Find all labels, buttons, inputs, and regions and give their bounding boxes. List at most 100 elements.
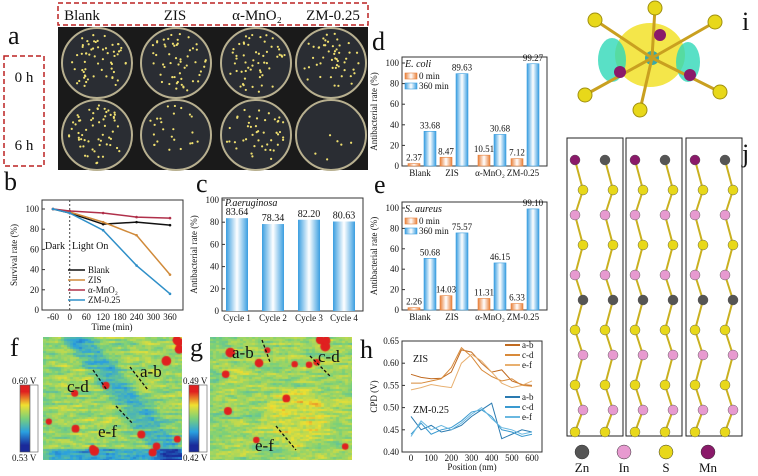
legend-label-s: S	[662, 460, 669, 475]
e-plot-frame	[401, 201, 548, 311]
h-xtick-label: 0	[409, 453, 414, 463]
colony	[100, 68, 103, 71]
b-ytick-label: 40	[30, 265, 40, 275]
colony	[333, 50, 337, 53]
colony	[312, 45, 315, 48]
colony	[252, 59, 255, 62]
mn-atom	[629, 154, 641, 166]
colony	[271, 85, 274, 88]
colony	[246, 125, 250, 128]
colony	[83, 154, 87, 157]
colony	[77, 138, 81, 141]
colony	[259, 36, 262, 39]
colony	[96, 107, 99, 110]
s-atom	[667, 184, 679, 196]
colony	[97, 138, 100, 141]
d-xtick-label: ZIS	[445, 168, 459, 178]
e-bar	[510, 303, 524, 311]
colony	[83, 139, 86, 142]
h-ytick-label: 0.60	[383, 358, 399, 368]
colony	[164, 45, 167, 48]
colony	[191, 80, 195, 83]
zn-atom	[607, 294, 619, 306]
s-atom	[719, 379, 731, 391]
colony	[333, 32, 336, 35]
colony	[170, 135, 173, 138]
colony	[92, 75, 95, 78]
zn-atom	[599, 154, 611, 166]
d-bar	[423, 131, 437, 167]
c-ylabel: Antibacterial rate (%)	[189, 215, 199, 293]
unit-cell	[566, 137, 624, 437]
b-point	[135, 215, 138, 219]
colony	[240, 70, 243, 73]
colony	[97, 104, 101, 107]
b-xtick-label: 360	[163, 312, 177, 322]
e-bar	[423, 258, 437, 311]
colony	[251, 155, 254, 158]
s-atom	[599, 379, 611, 391]
d-title: E. coli	[404, 59, 431, 70]
e-value-label: 50.68	[420, 247, 441, 257]
s-atom	[569, 379, 581, 391]
b-ytick-label: 100	[26, 204, 40, 214]
colony	[248, 37, 251, 40]
b-xtick-label: -60	[47, 312, 59, 322]
colony	[322, 56, 325, 59]
e-value-label: 46.15	[490, 252, 511, 262]
colony	[247, 43, 250, 46]
d-bar	[407, 163, 421, 167]
colony	[86, 39, 89, 43]
s-atom	[587, 12, 603, 28]
panel-label-i: i	[742, 7, 749, 36]
h-series-line	[410, 402, 533, 440]
colony	[232, 48, 235, 51]
colony	[93, 150, 96, 153]
colony	[251, 64, 254, 67]
colony	[101, 155, 105, 158]
h-xtick-label: 400	[485, 453, 499, 463]
colony	[257, 61, 260, 65]
b-xlabel: Time (min)	[92, 322, 133, 332]
c-ytick-label: 40	[210, 262, 220, 272]
colony	[88, 108, 91, 111]
colony	[77, 115, 80, 119]
colony	[276, 45, 279, 48]
zn-atom	[727, 294, 739, 306]
in-atom	[697, 404, 709, 416]
chart-s-aureus: 0 20 40 60 80 100 Antibacterial rate (%) S. aur…	[369, 198, 548, 322]
c-bar	[262, 224, 284, 311]
colony	[162, 38, 165, 41]
crystal-structure	[566, 137, 743, 438]
colony	[179, 147, 182, 151]
colony	[103, 34, 106, 38]
colony	[101, 48, 105, 51]
in-atom	[659, 269, 671, 281]
colony	[93, 55, 96, 58]
label-g-ef: e-f	[255, 436, 274, 455]
b-point	[135, 264, 138, 267]
panel-label-b: b	[4, 167, 17, 196]
colony	[276, 133, 280, 136]
colony	[169, 61, 172, 65]
colony	[109, 113, 112, 116]
colony	[326, 40, 330, 43]
colony	[160, 121, 163, 124]
s-atom	[569, 426, 581, 438]
colony	[95, 162, 98, 165]
mn-atom	[569, 154, 581, 166]
colony	[263, 119, 267, 122]
c-bar	[298, 219, 320, 311]
c-ytick-label: 0	[215, 306, 220, 316]
line-g-ef	[275, 425, 297, 451]
colony	[340, 143, 343, 146]
colony	[85, 52, 88, 55]
colony	[173, 75, 176, 79]
s-atom	[689, 324, 701, 336]
colony	[76, 114, 79, 117]
colony	[191, 131, 194, 134]
colony	[257, 52, 260, 55]
colony	[283, 53, 286, 57]
in-atom	[599, 209, 611, 221]
s-atom	[697, 184, 709, 196]
